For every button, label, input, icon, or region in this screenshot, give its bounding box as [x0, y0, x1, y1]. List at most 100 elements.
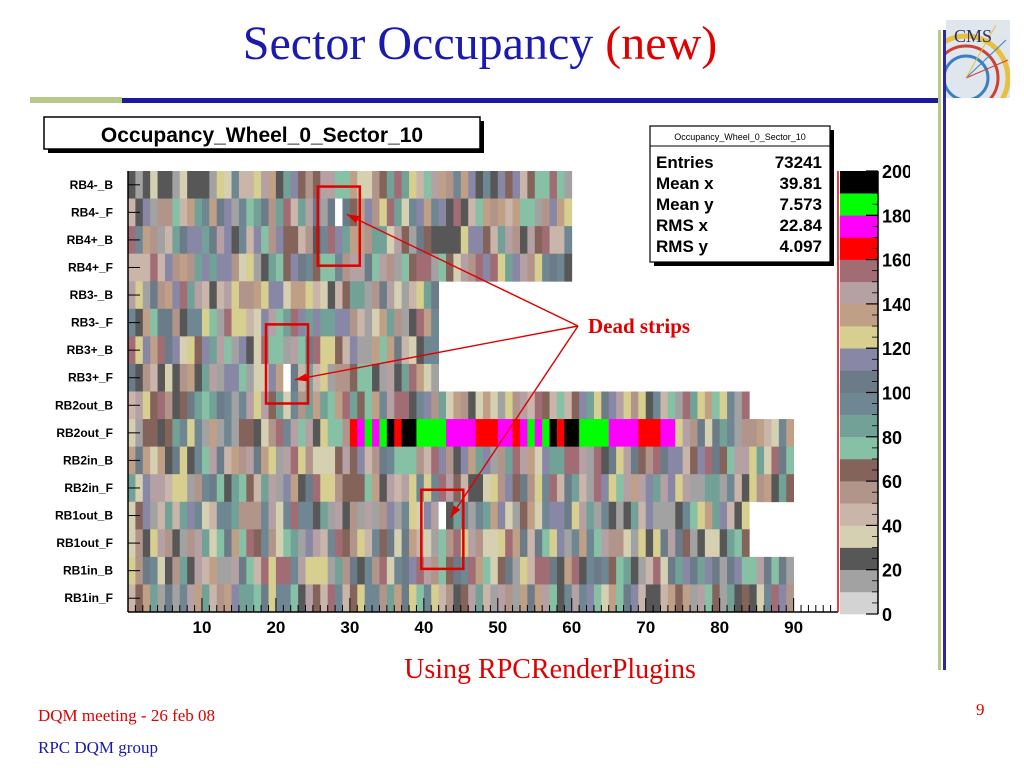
- heatmap-cell: [468, 253, 477, 282]
- heatmap-cell: [483, 474, 491, 503]
- heatmap-cell: [409, 363, 417, 392]
- heatmap-cell: [734, 584, 743, 613]
- heatmap-cell: [157, 363, 166, 392]
- heatmap-cell: [372, 363, 380, 392]
- heatmap-cell: [786, 419, 795, 448]
- heatmap-cell: [564, 529, 573, 558]
- heatmap-cell: [268, 198, 277, 227]
- heatmap-cell: [357, 198, 366, 227]
- heatmap-cell: [719, 474, 728, 503]
- heatmap-cell: [172, 584, 181, 613]
- heatmap-cell: [320, 391, 329, 420]
- heatmap-cell: [764, 474, 772, 503]
- heatmap-cell: [416, 253, 425, 282]
- heatmap-cell: [468, 474, 477, 503]
- heatmap-cell: [379, 419, 388, 448]
- heatmap-cell: [194, 171, 203, 199]
- heatmap-cell: [372, 336, 380, 365]
- heatmap-cell: [409, 391, 417, 420]
- heatmap-cell: [157, 391, 166, 420]
- heatmap-cell: [246, 336, 255, 365]
- heatmap-cell: [623, 446, 632, 475]
- heatmap-cell: [335, 363, 343, 392]
- heatmap-cell: [379, 556, 388, 585]
- heatmap-cell: [727, 584, 735, 613]
- heatmap-cell: [342, 336, 351, 365]
- heatmap-cell: [150, 391, 158, 420]
- heatmap-cell: [571, 584, 580, 613]
- heatmap-cell: [238, 419, 247, 448]
- heatmap-cell: [645, 501, 654, 530]
- heatmap-cell: [320, 198, 329, 227]
- heatmap-cell: [231, 363, 240, 392]
- y-tick-label: RB3+_B: [67, 343, 114, 357]
- heatmap-cell: [290, 253, 299, 282]
- footer-meeting: DQM meeting - 26 feb 08: [38, 706, 216, 725]
- heatmap-cell: [571, 529, 580, 558]
- heatmap-cell: [771, 584, 780, 613]
- heatmap-cell: [586, 391, 595, 420]
- heatmap-cell: [556, 556, 565, 585]
- y-tick-label: RB3+_F: [68, 371, 113, 385]
- heatmap-cell: [238, 171, 247, 199]
- heatmap-cell: [142, 419, 151, 448]
- heatmap-cell: [682, 446, 691, 475]
- heatmap-cell: [519, 529, 528, 558]
- heatmap-cell: [586, 529, 595, 558]
- heatmap-cell: [749, 584, 758, 613]
- heatmap-cell: [290, 308, 299, 337]
- heatmap-cell: [586, 556, 595, 585]
- heatmap-cell: [290, 198, 299, 227]
- heatmap-cell: [490, 474, 499, 503]
- heatmap-cell: [157, 281, 166, 310]
- heatmap-cell: [275, 419, 284, 448]
- color-scale-band: [840, 171, 878, 194]
- heatmap-cell: [431, 501, 440, 530]
- heatmap-cell: [268, 474, 277, 503]
- heatmap-cell: [630, 529, 639, 558]
- heatmap-cell: [468, 198, 477, 227]
- heatmap-cell: [423, 446, 432, 475]
- heatmap-cell: [401, 308, 410, 337]
- heatmap-cell: [327, 308, 336, 337]
- heatmap-cell: [298, 584, 306, 613]
- heatmap-cell: [638, 474, 647, 503]
- heatmap-cell: [283, 363, 292, 392]
- heatmap-cell: [386, 529, 395, 558]
- heatmap-cell: [497, 474, 506, 503]
- title-rule-left: [30, 97, 122, 103]
- heatmap-cell: [187, 226, 195, 255]
- heatmap-cell: [409, 308, 417, 337]
- heatmap-cell: [187, 391, 195, 420]
- heatmap-cell: [409, 446, 417, 475]
- color-scale-band: [840, 281, 878, 305]
- heatmap-cell: [238, 226, 247, 255]
- heatmap-cell: [630, 391, 639, 420]
- page-number: 9: [976, 700, 985, 719]
- heatmap-cell: [246, 281, 255, 310]
- heatmap-cell: [490, 446, 499, 475]
- heatmap-cell: [549, 556, 558, 585]
- heatmap-cell: [712, 419, 721, 448]
- heatmap-cell: [364, 446, 373, 475]
- heatmap-cell: [224, 474, 232, 503]
- heatmap-cell: [749, 556, 758, 585]
- color-scale-label: 140: [882, 295, 910, 315]
- heatmap-cell: [549, 584, 558, 613]
- heatmap-cell: [372, 556, 380, 585]
- heatmap-cell: [238, 529, 247, 558]
- heatmap-cell: [268, 253, 277, 282]
- heatmap-cell: [645, 584, 654, 613]
- heatmap-cell: [497, 198, 506, 227]
- heatmap-cell: [305, 391, 314, 420]
- color-scale-label: 180: [882, 206, 910, 226]
- heatmap-cell: [335, 171, 343, 199]
- heatmap-cell: [593, 474, 602, 503]
- heatmap-cell: [216, 556, 225, 585]
- heatmap-cell: [357, 336, 366, 365]
- heatmap-cell: [571, 474, 580, 503]
- heatmap-cell: [401, 501, 410, 530]
- heatmap-cell: [179, 446, 188, 475]
- heatmap-cell: [564, 584, 573, 613]
- heatmap-cell: [653, 529, 661, 558]
